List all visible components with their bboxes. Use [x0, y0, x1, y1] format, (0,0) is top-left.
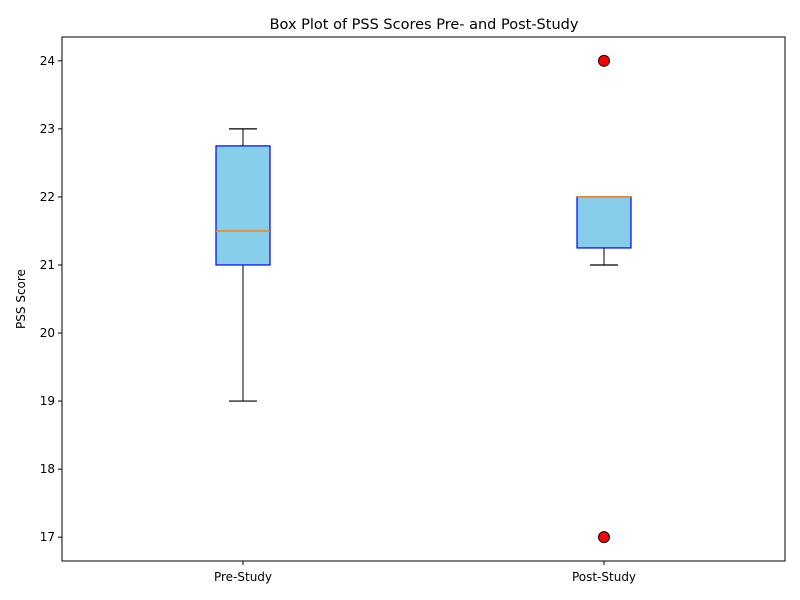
x-tick-label: Post-Study	[572, 570, 636, 584]
y-tick-label: 17	[40, 530, 55, 544]
axes-frame	[61, 36, 786, 562]
box-body	[576, 196, 632, 249]
chart-title: Box Plot of PSS Scores Pre- and Post-Stu…	[270, 17, 579, 33]
y-tick-label: 19	[40, 394, 55, 408]
y-tick-label: 21	[40, 258, 55, 272]
x-tick-label: Pre-Study	[214, 570, 272, 584]
outlier-point	[598, 54, 610, 67]
plot-area: 17 18 19 20 21 22 23 24 Pre-Study Post-Study	[40, 36, 786, 584]
y-tick-label: 23	[40, 122, 55, 136]
y-tick-label: 22	[40, 190, 55, 204]
y-axis-label: PSS Score	[14, 269, 28, 329]
box-body	[215, 145, 271, 266]
outlier-point	[598, 531, 610, 544]
y-tick-label: 18	[40, 462, 55, 476]
y-tick-label: 24	[40, 54, 55, 68]
y-tick-label: 20	[40, 326, 55, 340]
